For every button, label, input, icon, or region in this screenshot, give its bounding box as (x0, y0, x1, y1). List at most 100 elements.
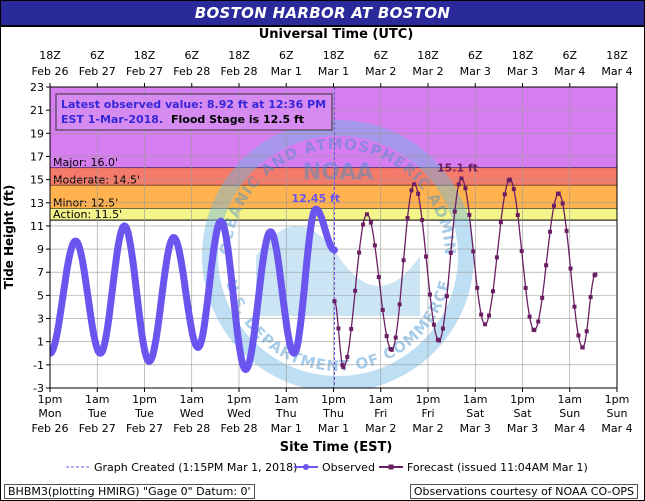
top-tick-time: 6Z (562, 49, 577, 62)
bottom-tick-time: 1pm (605, 393, 630, 406)
forecast-point (341, 365, 346, 370)
bottom-axis-title: Site Time (EST) (280, 440, 393, 455)
forecast-point (552, 203, 556, 208)
forecast-point (424, 254, 429, 259)
forecast-point (593, 272, 598, 277)
forecast-point (467, 212, 472, 217)
forecast-point (502, 192, 507, 197)
bottom-tick-time: 1am (85, 393, 109, 406)
bottom-tick-day: Tue (87, 407, 107, 420)
bottom-tick-time: 1am (463, 393, 487, 406)
forecast-point (416, 191, 421, 196)
legend-forecast-marker (388, 464, 394, 470)
top-tick-time: 18Z (39, 49, 61, 62)
bottom-tick-time: 1am (274, 393, 298, 406)
top-tick-date: Feb 26 (32, 65, 69, 78)
forecast-point (580, 345, 585, 350)
forecast-point (412, 182, 417, 187)
forecast-point (380, 307, 385, 312)
y-axis-title: Tide Height (ft) (2, 185, 16, 289)
top-tick-date: Feb 28 (173, 65, 210, 78)
forecast-point (409, 188, 414, 193)
legend-created-label: Graph Created (1:15PM Mar 1, 2018) (94, 461, 297, 474)
bottom-tick-date: Mar 3 (507, 422, 538, 435)
bottom-tick-time: 1pm (510, 393, 535, 406)
forecast-point (588, 295, 593, 300)
bottom-tick-day: Fri (374, 407, 387, 420)
legend-forecast-label: Forecast (issued 11:04AM Mar 1) (407, 461, 588, 474)
forecast-point (405, 215, 410, 220)
svg-text:EST 1-Mar-2018. Flood: EST 1-Mar-2018. Flood Stage is 12.5 ft (61, 113, 304, 126)
peak-annotation: 15.1 ft (437, 161, 478, 174)
info-line-1: Latest observed value: 8.92 ft at 12:36 … (61, 98, 326, 111)
y-tick-label: -3 (33, 382, 44, 395)
y-tick-label: 23 (30, 81, 44, 94)
top-tick-time: 18Z (323, 49, 345, 62)
legend: Graph Created (1:15PM Mar 1, 2018) Obser… (66, 461, 588, 474)
bottom-tick-date: Feb 28 (221, 422, 258, 435)
bottom-tick-time: 1am (180, 393, 204, 406)
forecast-point (336, 326, 341, 331)
bottom-tick-date: Mar 4 (554, 422, 585, 435)
info-line-2: EST 1-Mar-2018. (61, 113, 163, 126)
forecast-point (353, 288, 358, 293)
bottom-tick-day: Sat (466, 407, 485, 420)
bottom-tick-time: 1pm (321, 393, 346, 406)
forecast-point (544, 263, 549, 268)
forecast-point (560, 201, 565, 206)
top-tick-date: Feb 28 (221, 65, 258, 78)
forecast-point (459, 176, 464, 181)
bottom-tick-day: Tue (134, 407, 154, 420)
forecast-point (440, 326, 445, 331)
legend-observed-label: Observed (322, 461, 375, 474)
bottom-tick-date: Feb 27 (79, 422, 116, 435)
top-tick-date: Mar 2 (412, 65, 443, 78)
forecast-point (401, 258, 406, 263)
bottom-tick-time: 1pm (132, 393, 157, 406)
bottom-tick-day: Sun (607, 407, 628, 420)
y-tick-label: 3 (37, 313, 44, 326)
y-tick-label: 1 (37, 336, 44, 349)
forecast-point (540, 295, 545, 300)
forecast-point (376, 275, 381, 280)
forecast-point (357, 250, 362, 255)
top-tick-time: 18Z (417, 49, 439, 62)
forecast-point (511, 187, 516, 192)
forecast-point (519, 249, 524, 254)
bottom-tick-day: Wed (227, 407, 251, 420)
forecast-point (532, 328, 537, 333)
bottom-tick-date: Mar 3 (460, 422, 491, 435)
forecast-point (507, 177, 512, 182)
forecast-point (456, 182, 461, 187)
bottom-tick-date: Mar 2 (365, 422, 396, 435)
forecast-point (444, 294, 449, 299)
forecast-point (568, 266, 573, 271)
forecast-point (431, 322, 436, 327)
forecast-point (368, 220, 373, 225)
top-tick-date: Mar 2 (365, 65, 396, 78)
bottom-tick-day: Sun (559, 407, 580, 420)
bottom-tick-time: 1am (369, 393, 393, 406)
forecast-point (427, 292, 432, 297)
grid-lines (50, 87, 617, 388)
bottom-tick-date: Mar 4 (601, 422, 632, 435)
y-tick-label: 9 (37, 243, 44, 256)
forecast-point (389, 347, 394, 352)
bottom-tick-date: Feb 27 (126, 422, 163, 435)
forecast-point (475, 285, 480, 290)
top-tick-time: 6Z (90, 49, 105, 62)
forecast-point (494, 255, 499, 260)
chart-annotations: 12.45 ft 15.1 ft (291, 161, 478, 205)
forecast-point (372, 243, 377, 248)
forecast-point (420, 217, 425, 222)
top-tick-date: Feb 27 (79, 65, 116, 78)
y-tick-label: 17 (30, 150, 44, 163)
top-tick-date: Mar 1 (271, 65, 302, 78)
watermark-center-text: NOAA (303, 160, 374, 185)
forecast-point (572, 304, 577, 309)
y-tick-label: 19 (30, 127, 44, 140)
y-tick-label: 13 (30, 197, 44, 210)
